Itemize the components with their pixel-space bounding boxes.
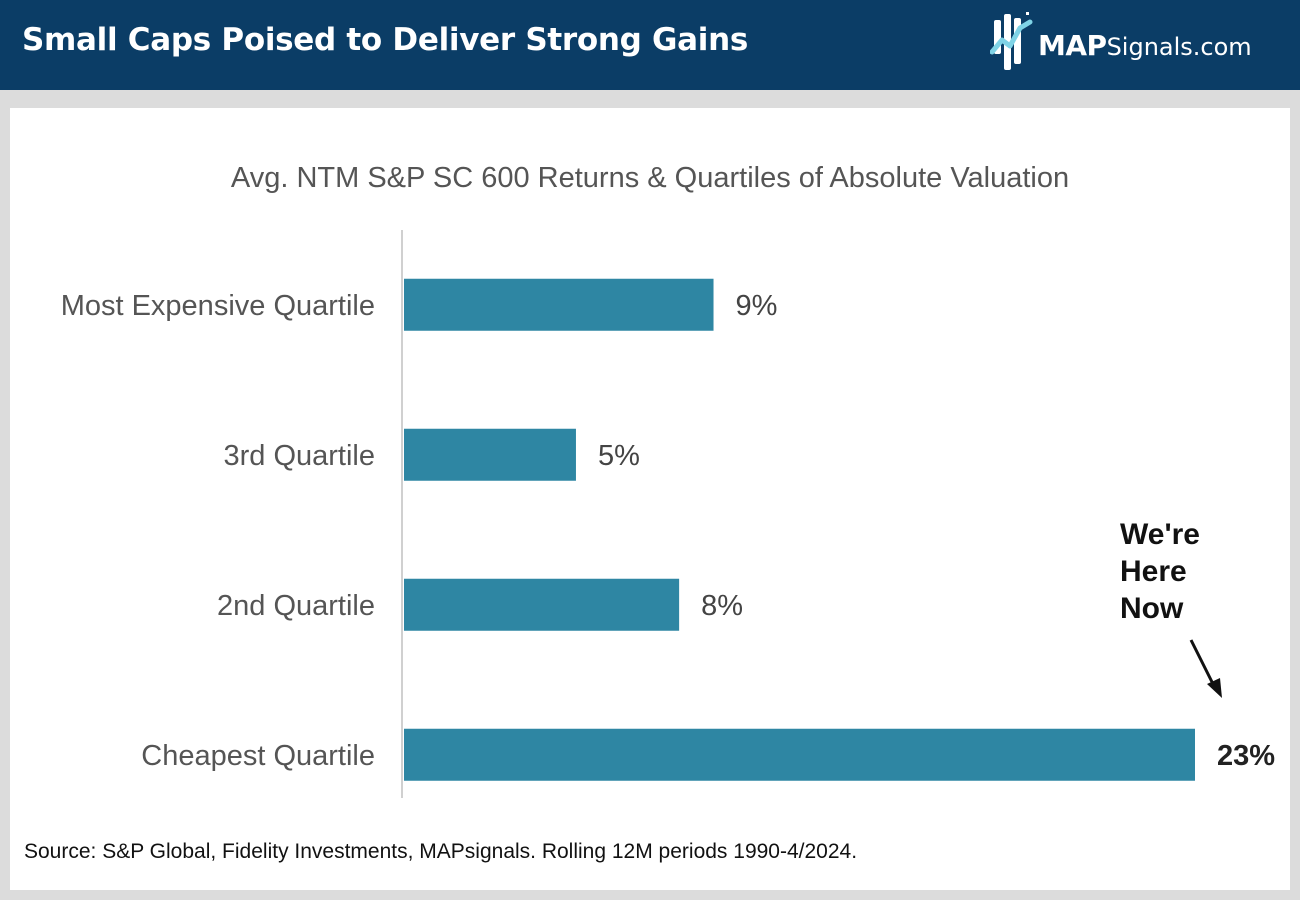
annotation-text: We're bbox=[1120, 518, 1200, 551]
mapsignals-logo[interactable]: MAPSignals.com bbox=[990, 10, 1280, 80]
value-label: 23% bbox=[1217, 740, 1275, 772]
logo-wordmark: MAPSignals.com bbox=[1038, 29, 1252, 62]
value-label: 9% bbox=[736, 290, 778, 322]
logo-mark-icon bbox=[990, 12, 1033, 70]
source-note: Source: S&P Global, Fidelity Investments… bbox=[24, 840, 858, 863]
logo-text-bold: MAP bbox=[1038, 29, 1107, 62]
annotation-arrow-line bbox=[1189, 639, 1216, 687]
bar-chart: Avg. NTM S&P SC 600 Returns & Quartiles … bbox=[61, 162, 1275, 798]
page-title: Small Caps Poised to Deliver Strong Gain… bbox=[22, 22, 749, 58]
chart-panel: Avg. NTM S&P SC 600 Returns & Quartiles … bbox=[10, 108, 1290, 890]
value-label: 5% bbox=[598, 440, 640, 472]
category-label: Cheapest Quartile bbox=[141, 740, 375, 772]
chart-title: Avg. NTM S&P SC 600 Returns & Quartiles … bbox=[231, 162, 1069, 194]
annotation-text: Now bbox=[1120, 592, 1184, 625]
category-label: 3rd Quartile bbox=[223, 440, 375, 472]
category-label: Most Expensive Quartile bbox=[61, 290, 375, 322]
bar[interactable] bbox=[404, 578, 680, 631]
value-label: 8% bbox=[701, 590, 743, 622]
bar[interactable] bbox=[404, 728, 1195, 781]
logo-text-rest: Signals.com bbox=[1106, 33, 1252, 61]
header-bar: Small Caps Poised to Deliver Strong Gain… bbox=[0, 0, 1300, 90]
bar[interactable] bbox=[404, 278, 714, 331]
annotation-text: Here bbox=[1120, 555, 1187, 588]
category-label: 2nd Quartile bbox=[217, 590, 375, 622]
bar[interactable] bbox=[404, 428, 576, 481]
annotation-arrow-head bbox=[1207, 678, 1222, 698]
